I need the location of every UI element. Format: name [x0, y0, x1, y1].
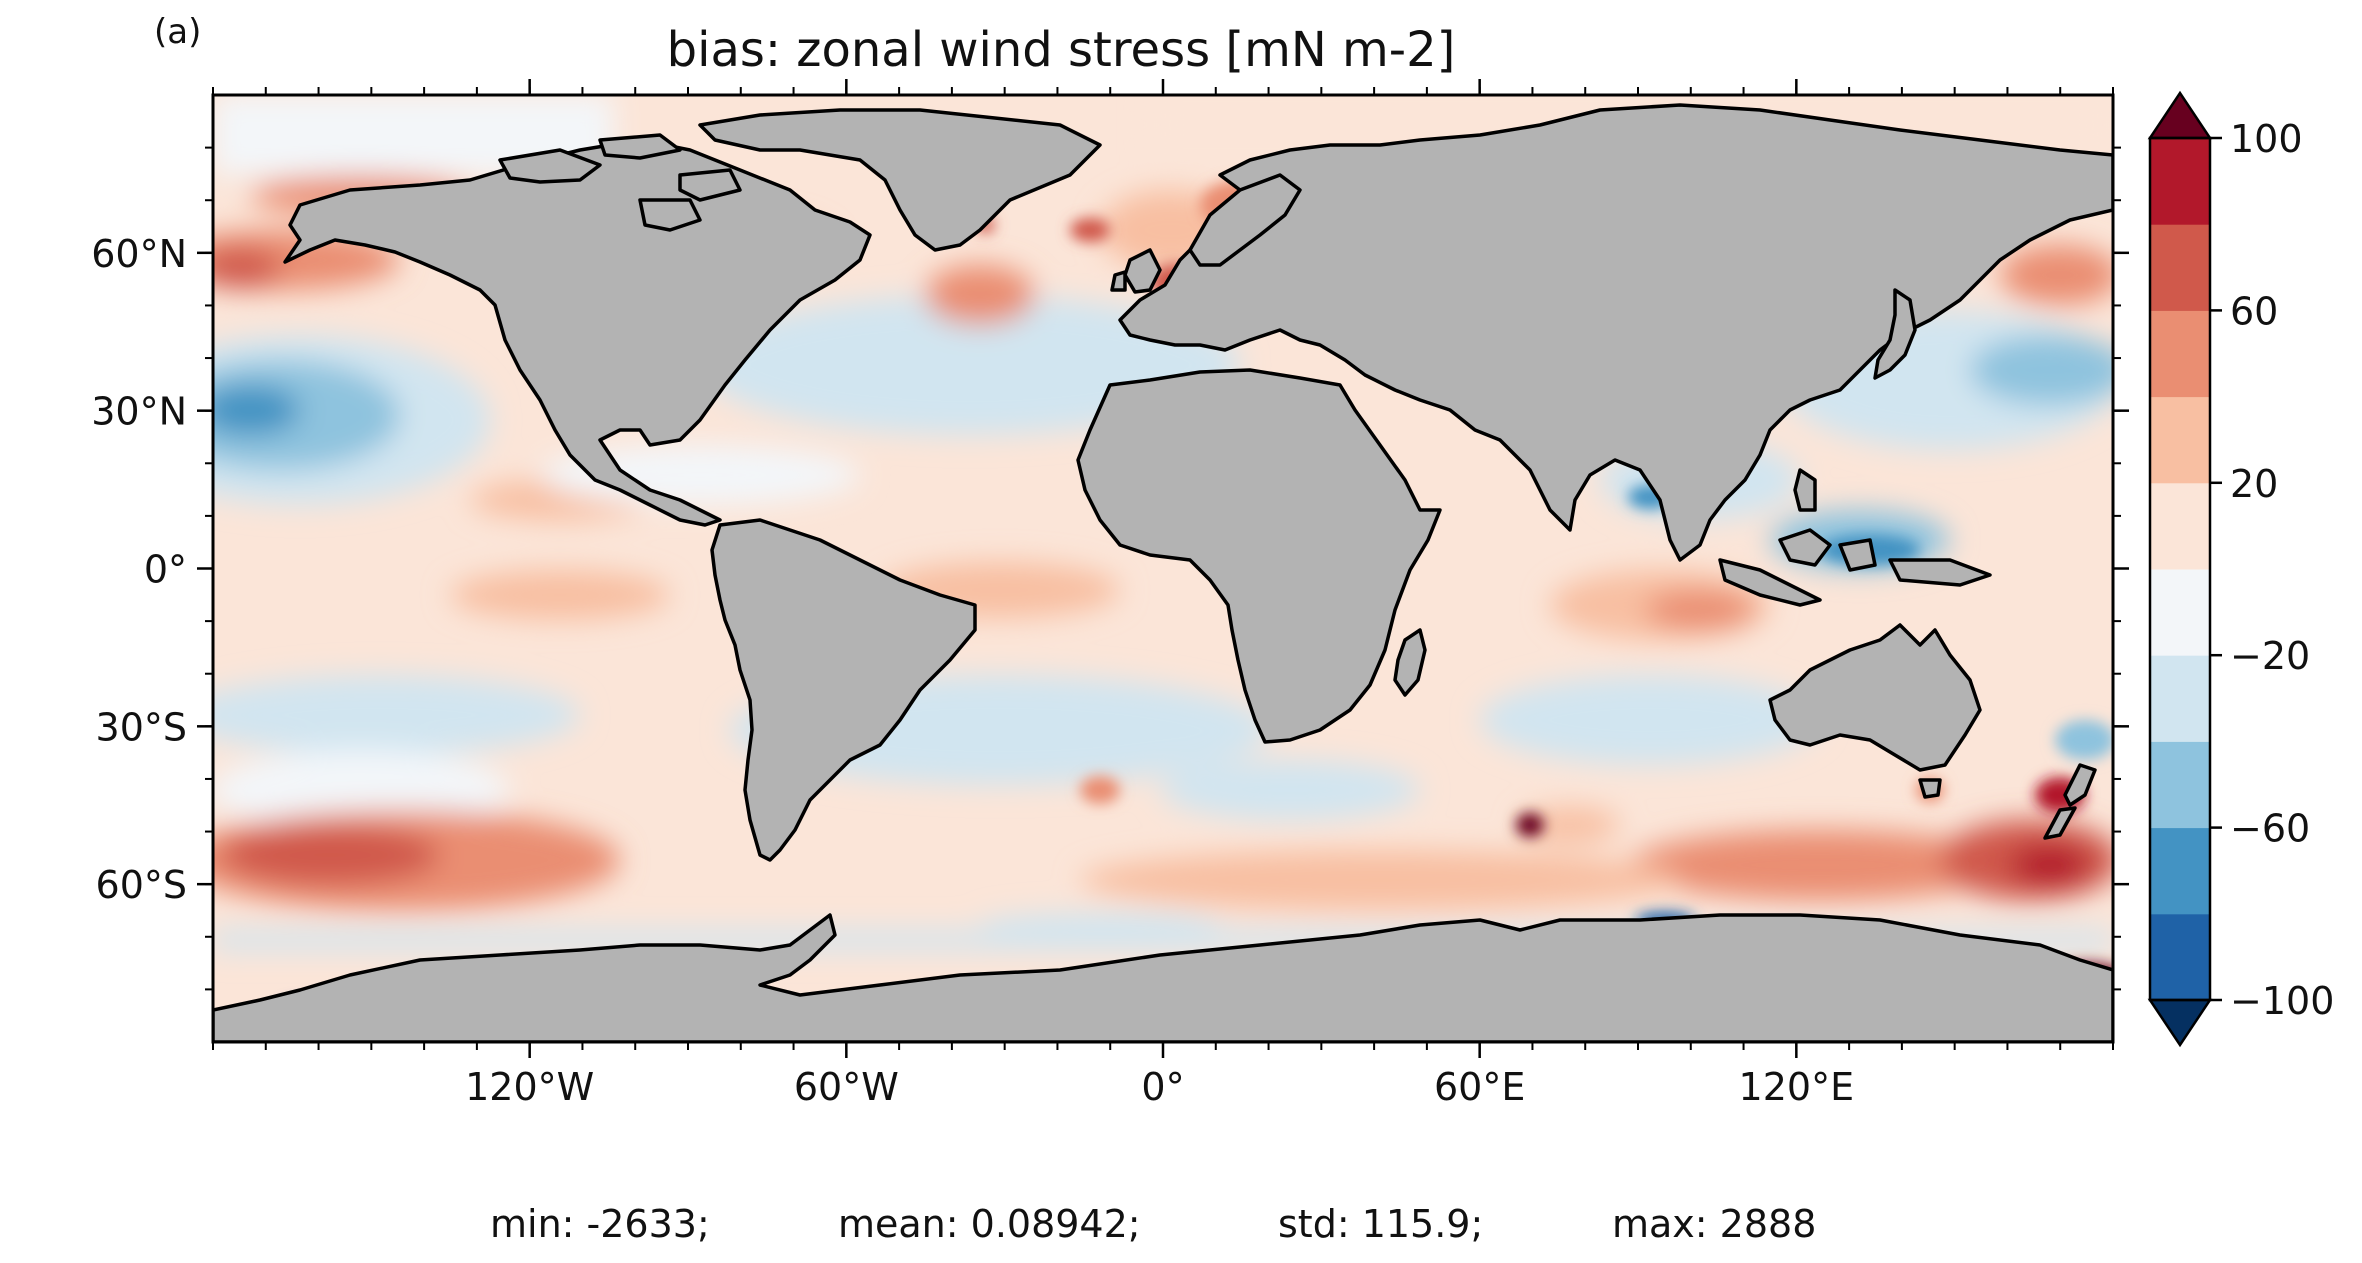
- madagascar: [1393, 628, 1427, 697]
- north-america: [283, 138, 872, 527]
- stat-max: max: 2888: [1612, 1202, 1817, 1246]
- colorbar-bin: [2150, 482, 2210, 570]
- eurasia: [1118, 103, 2113, 562]
- lat-tick-label: 0°: [144, 548, 187, 592]
- stat-std: std: 115.9;: [1278, 1202, 1484, 1246]
- stat-min: min: -2633;: [490, 1202, 710, 1246]
- colorbar-tick-label: −60: [2230, 807, 2310, 851]
- greenland: [698, 108, 1102, 252]
- lon-tick-label: 120°E: [1739, 1065, 1855, 1109]
- british-isles: [1110, 248, 1162, 294]
- south-america: [710, 518, 977, 862]
- map-area: [213, 95, 2113, 1042]
- colorbar-tick-label: −100: [2230, 979, 2334, 1023]
- colorbar-tick-label: −20: [2230, 634, 2310, 678]
- stat-mean: mean: 0.08942;: [838, 1202, 1141, 1246]
- scandinavia: [1188, 173, 1302, 267]
- colorbar-bin: [2150, 224, 2210, 311]
- colorbar-bin: [2150, 913, 2210, 1001]
- tasmania: [1918, 778, 1942, 799]
- lon-tick-label: 120°W: [465, 1065, 594, 1109]
- colorbar-bin: [2150, 827, 2210, 915]
- colorbar-tick-label: 20: [2230, 462, 2278, 506]
- lat-tick-label: 30°N: [91, 390, 187, 434]
- land: [213, 103, 2113, 1042]
- colorbar-bin: [2150, 741, 2210, 829]
- colorbar-tick-label: 60: [2230, 289, 2278, 333]
- lat-tick-label: 60°S: [96, 863, 187, 907]
- colorbar-tick-label: 100: [2230, 117, 2303, 161]
- colorbar-bin: [2150, 396, 2210, 484]
- colorbar-bin: [2150, 138, 2210, 225]
- bias-field: [213, 95, 2113, 950]
- axes-ticks: 120°W 60°W 0° 60°E 120°E 60°N 30°N 0° 30°S 60°S: [91, 79, 2129, 1109]
- africa: [1076, 368, 1442, 744]
- colorbar-extend-max: [2147, 90, 2213, 140]
- maritime-continent: [1718, 468, 1992, 607]
- lat-tick-label: 30°S: [96, 705, 187, 749]
- japan: [1873, 288, 1917, 380]
- colorbar-bin: [2150, 655, 2210, 742]
- map-title: bias: zonal wind stress [mN m-2]: [666, 22, 1456, 78]
- lat-tick-label: 60°N: [91, 232, 187, 276]
- colorbar-frame: [2148, 136, 2212, 1002]
- panel-label: (a): [154, 12, 202, 52]
- lon-tick-label: 60°W: [794, 1065, 899, 1109]
- colorbar: 100 60 20 −20 −60 −100: [2147, 90, 2334, 1048]
- colorbar-bin: [2150, 310, 2210, 398]
- new-zealand: [2043, 763, 2097, 840]
- antarctica: [213, 913, 2113, 1042]
- lon-tick-label: 0°: [1141, 1065, 1184, 1109]
- colorbar-extend-min: [2147, 998, 2213, 1048]
- australia: [1768, 623, 1982, 772]
- lon-tick-label: 60°E: [1434, 1065, 1525, 1109]
- colorbar-bin: [2150, 569, 2210, 656]
- arctic-islands: [498, 133, 742, 232]
